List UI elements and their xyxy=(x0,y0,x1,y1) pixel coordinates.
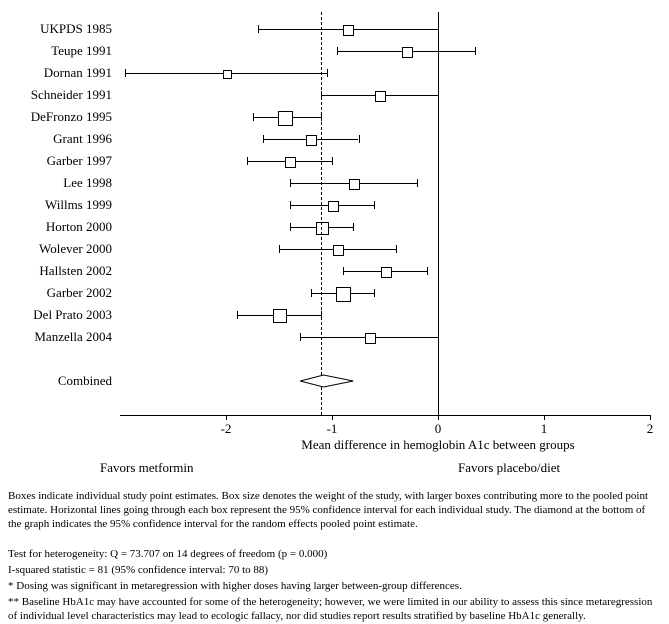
footnote: Boxes indicate individual study point es… xyxy=(8,490,661,531)
footnote: * Dosing was significant in metaregressi… xyxy=(8,580,661,594)
footnote: Test for heterogeneity: Q = 73.707 on 14… xyxy=(8,548,661,562)
favors-left-label: Favors metformin xyxy=(100,460,194,476)
footnote: I-squared statistic = 81 (95% confidence… xyxy=(8,564,661,578)
footnote: ** Baseline HbA1c may have accounted for… xyxy=(8,596,661,624)
favors-right-label: Favors placebo/diet xyxy=(458,460,560,476)
forest-plot: -2-1012Mean difference in hemoglobin A1c… xyxy=(0,0,669,604)
